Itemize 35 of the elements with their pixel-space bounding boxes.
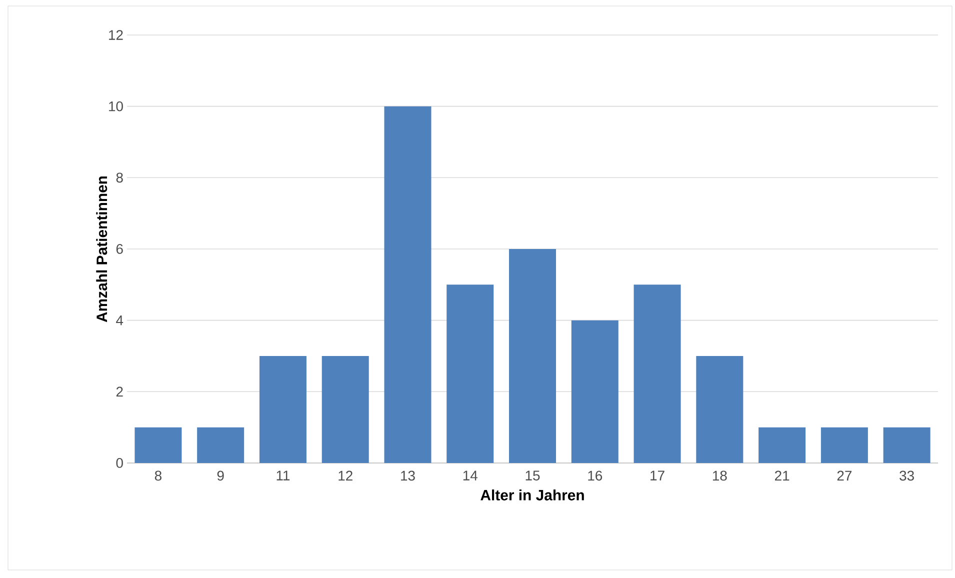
x-tick-label: 16 bbox=[588, 470, 602, 481]
x-axis-title: Alter in Jahren bbox=[480, 489, 584, 500]
y-tick-label: 6 bbox=[116, 244, 123, 254]
bar bbox=[322, 356, 369, 463]
x-tick-label: 11 bbox=[276, 470, 290, 480]
x-tick-label: 14 bbox=[463, 470, 478, 480]
y-tick-label: 10 bbox=[109, 101, 123, 112]
x-tick-label: 33 bbox=[900, 470, 914, 481]
x-tick-label: 8 bbox=[154, 470, 162, 481]
x-tick-label: 15 bbox=[526, 470, 540, 480]
bar bbox=[197, 427, 244, 463]
bar bbox=[634, 284, 681, 463]
y-tick-label: 8 bbox=[116, 172, 123, 183]
x-tick-label: 21 bbox=[774, 470, 790, 480]
bar bbox=[571, 320, 618, 463]
x-tick-label: 9 bbox=[217, 470, 224, 481]
x-tick-label: 12 bbox=[338, 470, 352, 480]
bar bbox=[696, 356, 744, 463]
y-tick-label: 2 bbox=[116, 386, 123, 397]
x-tick-label: 18 bbox=[712, 470, 727, 481]
y-tick-label: 0 bbox=[116, 458, 123, 468]
y-tick-label: 12 bbox=[109, 30, 123, 40]
bar bbox=[384, 106, 432, 463]
bar bbox=[259, 356, 306, 463]
bar bbox=[446, 284, 494, 463]
bar bbox=[883, 427, 930, 463]
x-tick-label: 13 bbox=[401, 470, 415, 481]
x-tick-label: 17 bbox=[650, 470, 664, 480]
x-tick-label: 27 bbox=[837, 470, 852, 480]
bar bbox=[820, 427, 868, 463]
bar bbox=[758, 427, 806, 463]
bar bbox=[134, 427, 182, 463]
bar bbox=[509, 248, 556, 463]
y-axis-title: Amzahl Patientinnen bbox=[96, 176, 108, 322]
y-tick-label: 4 bbox=[116, 316, 124, 326]
